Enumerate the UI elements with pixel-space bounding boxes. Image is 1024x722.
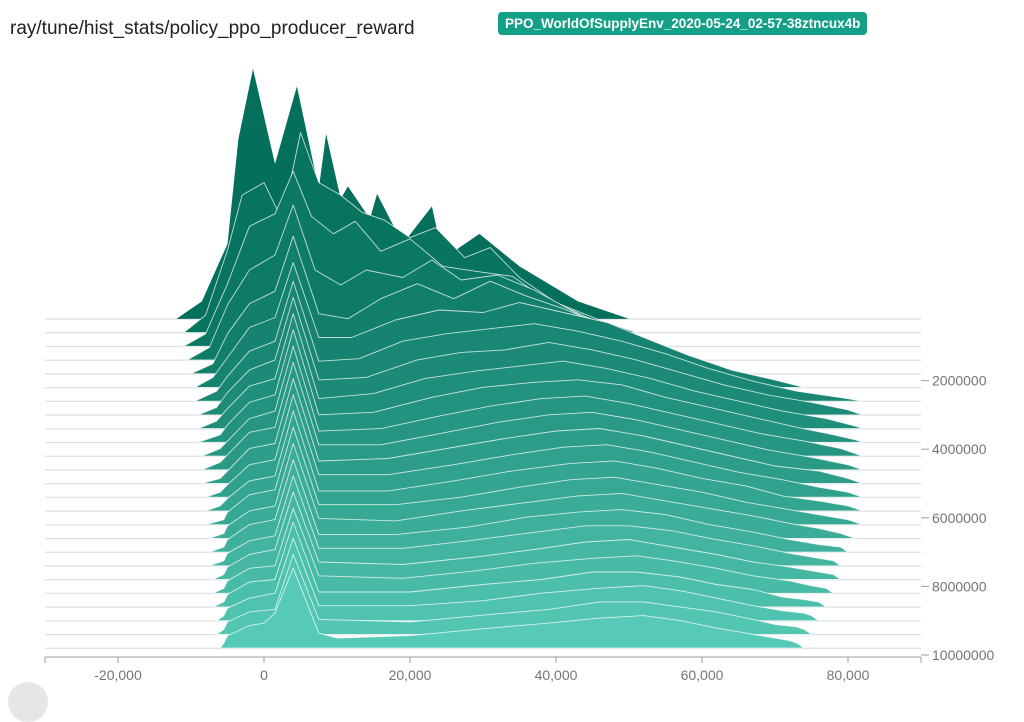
- histogram-step-2600000: [194, 280, 864, 402]
- x-tick-label: 0: [260, 667, 268, 683]
- x-tick-label: 40,000: [535, 667, 578, 683]
- histogram-step-9400000: [216, 553, 812, 635]
- histogram-step-8600000: [212, 521, 827, 608]
- run-badge[interactable]: PPO_WorldOfSupplyEnv_2020-05-24_02-57-38…: [498, 12, 868, 35]
- step-tick-label: 2000000: [932, 373, 987, 389]
- expand-toggle[interactable]: [8, 682, 48, 722]
- histogram-step-4600000: [201, 361, 864, 471]
- x-tick-label: 20,000: [389, 667, 432, 683]
- x-tick-label: 60,000: [681, 667, 724, 683]
- histogram-step-9800000: [219, 567, 805, 649]
- histogram-step-8200000: [212, 507, 834, 594]
- histogram-step-6200000: [205, 426, 864, 526]
- histogram-step-3000000: [197, 296, 864, 416]
- histogram-step-3400000: [197, 313, 864, 430]
- histogram-step-3800000: [197, 329, 864, 443]
- histogram-step-9000000: [216, 537, 820, 622]
- step-tick-label: 10000000: [932, 647, 995, 663]
- histogram-ridges: [45, 68, 921, 650]
- ridgeline-chart: -20,000 0 20,000 40,000 60,000 80,000 2000000…: [44, 68, 995, 683]
- x-tick-label: 80,000: [827, 667, 870, 683]
- x-tick-label: -20,000: [94, 667, 142, 683]
- histogram-step-5000000: [201, 378, 864, 484]
- histogram-step-7000000: [208, 459, 849, 553]
- histogram-step-4200000: [201, 345, 864, 457]
- step-tick-label: 4000000: [932, 441, 987, 457]
- histogram-step-5400000: [205, 394, 864, 498]
- histogram-step-5800000: [205, 410, 864, 512]
- x-axis: -20,000 0 20,000 40,000 60,000 80,000: [44, 656, 922, 683]
- step-tick-label: 6000000: [932, 510, 987, 526]
- histogram-step-6600000: [208, 442, 856, 539]
- chart-title: ray/tune/hist_stats/policy_ppo_producer_…: [10, 18, 415, 39]
- step-tick-label: 8000000: [932, 578, 987, 594]
- histogram-step-7400000: [208, 475, 842, 567]
- histogram-step-7800000: [212, 491, 842, 580]
- step-axis: 2000000 4000000 6000000 8000000 10000000: [921, 373, 995, 663]
